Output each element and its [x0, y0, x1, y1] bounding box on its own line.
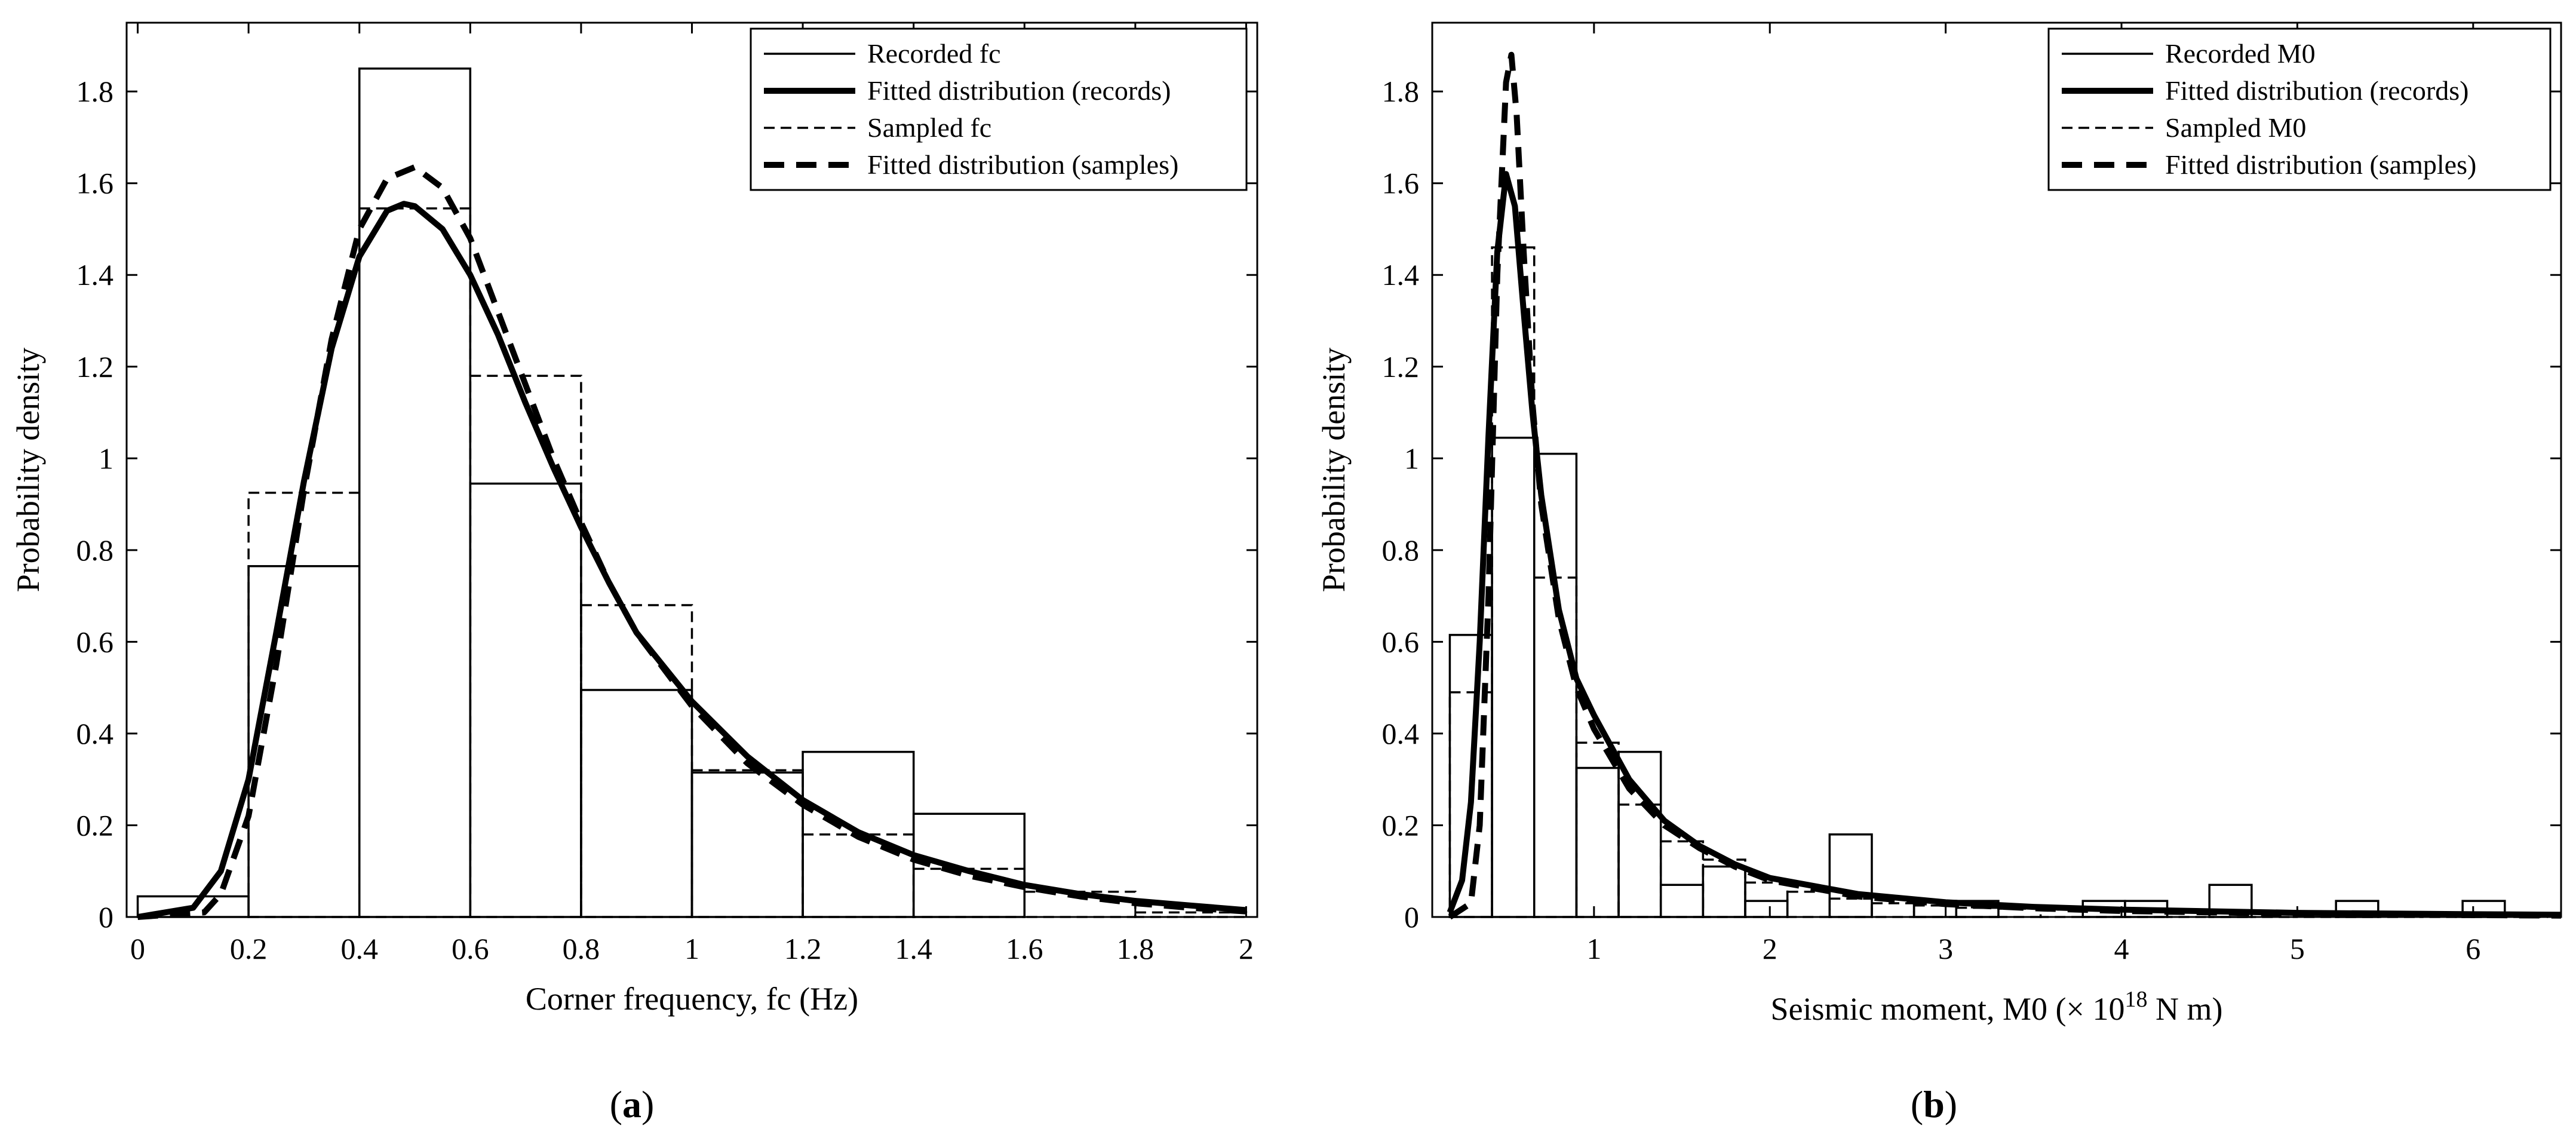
y-tick-label: 1.2 — [1382, 350, 1420, 384]
y-tick-label: 0.8 — [1382, 533, 1420, 567]
y-tick-label: 1.6 — [76, 167, 114, 200]
fitted-curve-thick-solid — [1447, 171, 2562, 918]
y-tick-label: 0.6 — [1382, 625, 1420, 658]
y-tick-label: 1 — [1404, 441, 1419, 475]
fitted-curve-thick-dashed — [1448, 51, 2562, 920]
chart-panel-a: 0 0.2 0.4 0.6 0.8 1 1.2 1.4 1.6 1.8 2 0 0.2 0.4 0.6 0.8… — [10, 22, 1258, 1017]
x-tick-label: 1 — [684, 932, 699, 965]
x-tick-label: 4 — [2114, 932, 2129, 965]
panel-label-a: (a) — [610, 1083, 655, 1125]
histogram-bar — [1786, 891, 1831, 918]
x-axis-title: Corner frequency, fc (Hz) — [526, 981, 858, 1017]
x-tick-label: 1.4 — [895, 932, 932, 965]
histogram-bar — [580, 689, 693, 918]
panel-label-b: (b) — [1911, 1083, 1957, 1125]
y-tick-label: 1.4 — [76, 258, 114, 292]
x-tick-label: 0.4 — [340, 932, 378, 965]
histogram-bar — [912, 867, 1026, 918]
chart-panel-b: 1 2 3 4 5 6 0 0.2 0.4 0.6 0.8 1 1.2 1.4 1.6 1.8 Seismic … — [1316, 22, 2562, 1027]
histogram-bar — [1533, 452, 1578, 918]
y-tick-label: 0.2 — [76, 808, 114, 842]
y-tick-label: 1.6 — [1382, 167, 1420, 200]
legend-label: Fitted distribution (records) — [867, 75, 1171, 106]
legend-label: Recorded M0 — [2165, 38, 2316, 69]
y-tick-label: 0.6 — [76, 625, 114, 658]
histogram-bar — [1659, 884, 1705, 918]
y-tick-label: 1.8 — [76, 75, 114, 108]
y-tick-label: 0.4 — [1382, 717, 1420, 750]
histogram-bar — [1744, 881, 1789, 918]
histogram-bar — [580, 604, 693, 918]
legend: Recorded M0 Fitted distribution (records)… — [2047, 27, 2552, 191]
x-tick-label: 5 — [2290, 932, 2305, 965]
histogram-bar — [1871, 902, 1915, 918]
histogram-bar — [1617, 803, 1662, 918]
legend-label: Fitted distribution (samples) — [867, 149, 1178, 180]
y-tick-label: 0.8 — [76, 533, 114, 567]
legend: Recorded fc Fitted distribution (records)… — [750, 27, 1248, 191]
histogram-bar — [690, 771, 804, 918]
x-tick-label: 1.2 — [784, 932, 822, 965]
histogram-bar — [1491, 437, 1536, 918]
y-tick-label: 0 — [1404, 900, 1419, 934]
histogram-thin-dashed — [1448, 246, 2549, 918]
legend-label: Fitted distribution (samples) — [2165, 149, 2476, 180]
x-axis-title: Seismic moment, M0 (× 1018 N m) — [1771, 987, 2223, 1027]
x-tick-label: 0.2 — [230, 932, 268, 965]
legend-label: Fitted distribution (records) — [2165, 75, 2468, 106]
legend-label: Sampled fc — [867, 112, 991, 143]
legend-label: Recorded fc — [867, 38, 1001, 69]
y-tick-label: 0.4 — [76, 717, 114, 750]
x-tick-label: 0 — [130, 932, 145, 965]
y-tick-label: 0.2 — [1382, 808, 1420, 842]
histogram-bar — [1702, 865, 1746, 918]
axes-box — [1431, 22, 2562, 918]
x-tick-label: 1 — [1586, 932, 1601, 965]
x-tick-label: 2 — [1763, 932, 1777, 965]
histogram-bar — [1828, 897, 1873, 918]
y-tick-label: 0 — [99, 900, 113, 934]
legend-label: Sampled M0 — [2165, 112, 2306, 143]
histogram-thin-solid — [1448, 437, 2506, 918]
y-tick-label: 1.2 — [76, 350, 114, 384]
histogram-bar — [1955, 906, 2000, 918]
x-tick-label: 2 — [1239, 932, 1254, 965]
fitted-curve-thick-dashed — [137, 164, 1246, 920]
y-axis-title: Probability density — [1316, 348, 1352, 592]
y-tick-label: 1.4 — [1382, 258, 1420, 292]
x-tick-label: 0.6 — [452, 932, 489, 965]
histogram-thin-dashed — [247, 207, 1248, 918]
x-tick-label: 3 — [1938, 932, 1953, 965]
x-tick-label: 1.6 — [1006, 932, 1043, 965]
histogram-bar — [1828, 833, 1873, 918]
histogram-bar — [247, 565, 361, 918]
histogram-bar — [469, 482, 582, 918]
y-axis-title: Probability density — [10, 348, 46, 592]
histogram-bar — [1744, 900, 1789, 918]
histogram-bar — [912, 812, 1026, 918]
histogram-bar — [1575, 766, 1620, 918]
histogram-bar — [358, 207, 472, 918]
y-tick-label: 1.8 — [1382, 75, 1420, 108]
histogram-bar — [1659, 840, 1705, 918]
x-tick-label: 0.8 — [563, 932, 600, 965]
histogram-bar — [469, 375, 582, 918]
x-tick-label: 1.8 — [1117, 932, 1155, 965]
x-tick-label: 6 — [2466, 932, 2480, 965]
y-tick-label: 1 — [99, 441, 113, 475]
histogram-bar — [1533, 576, 1578, 918]
